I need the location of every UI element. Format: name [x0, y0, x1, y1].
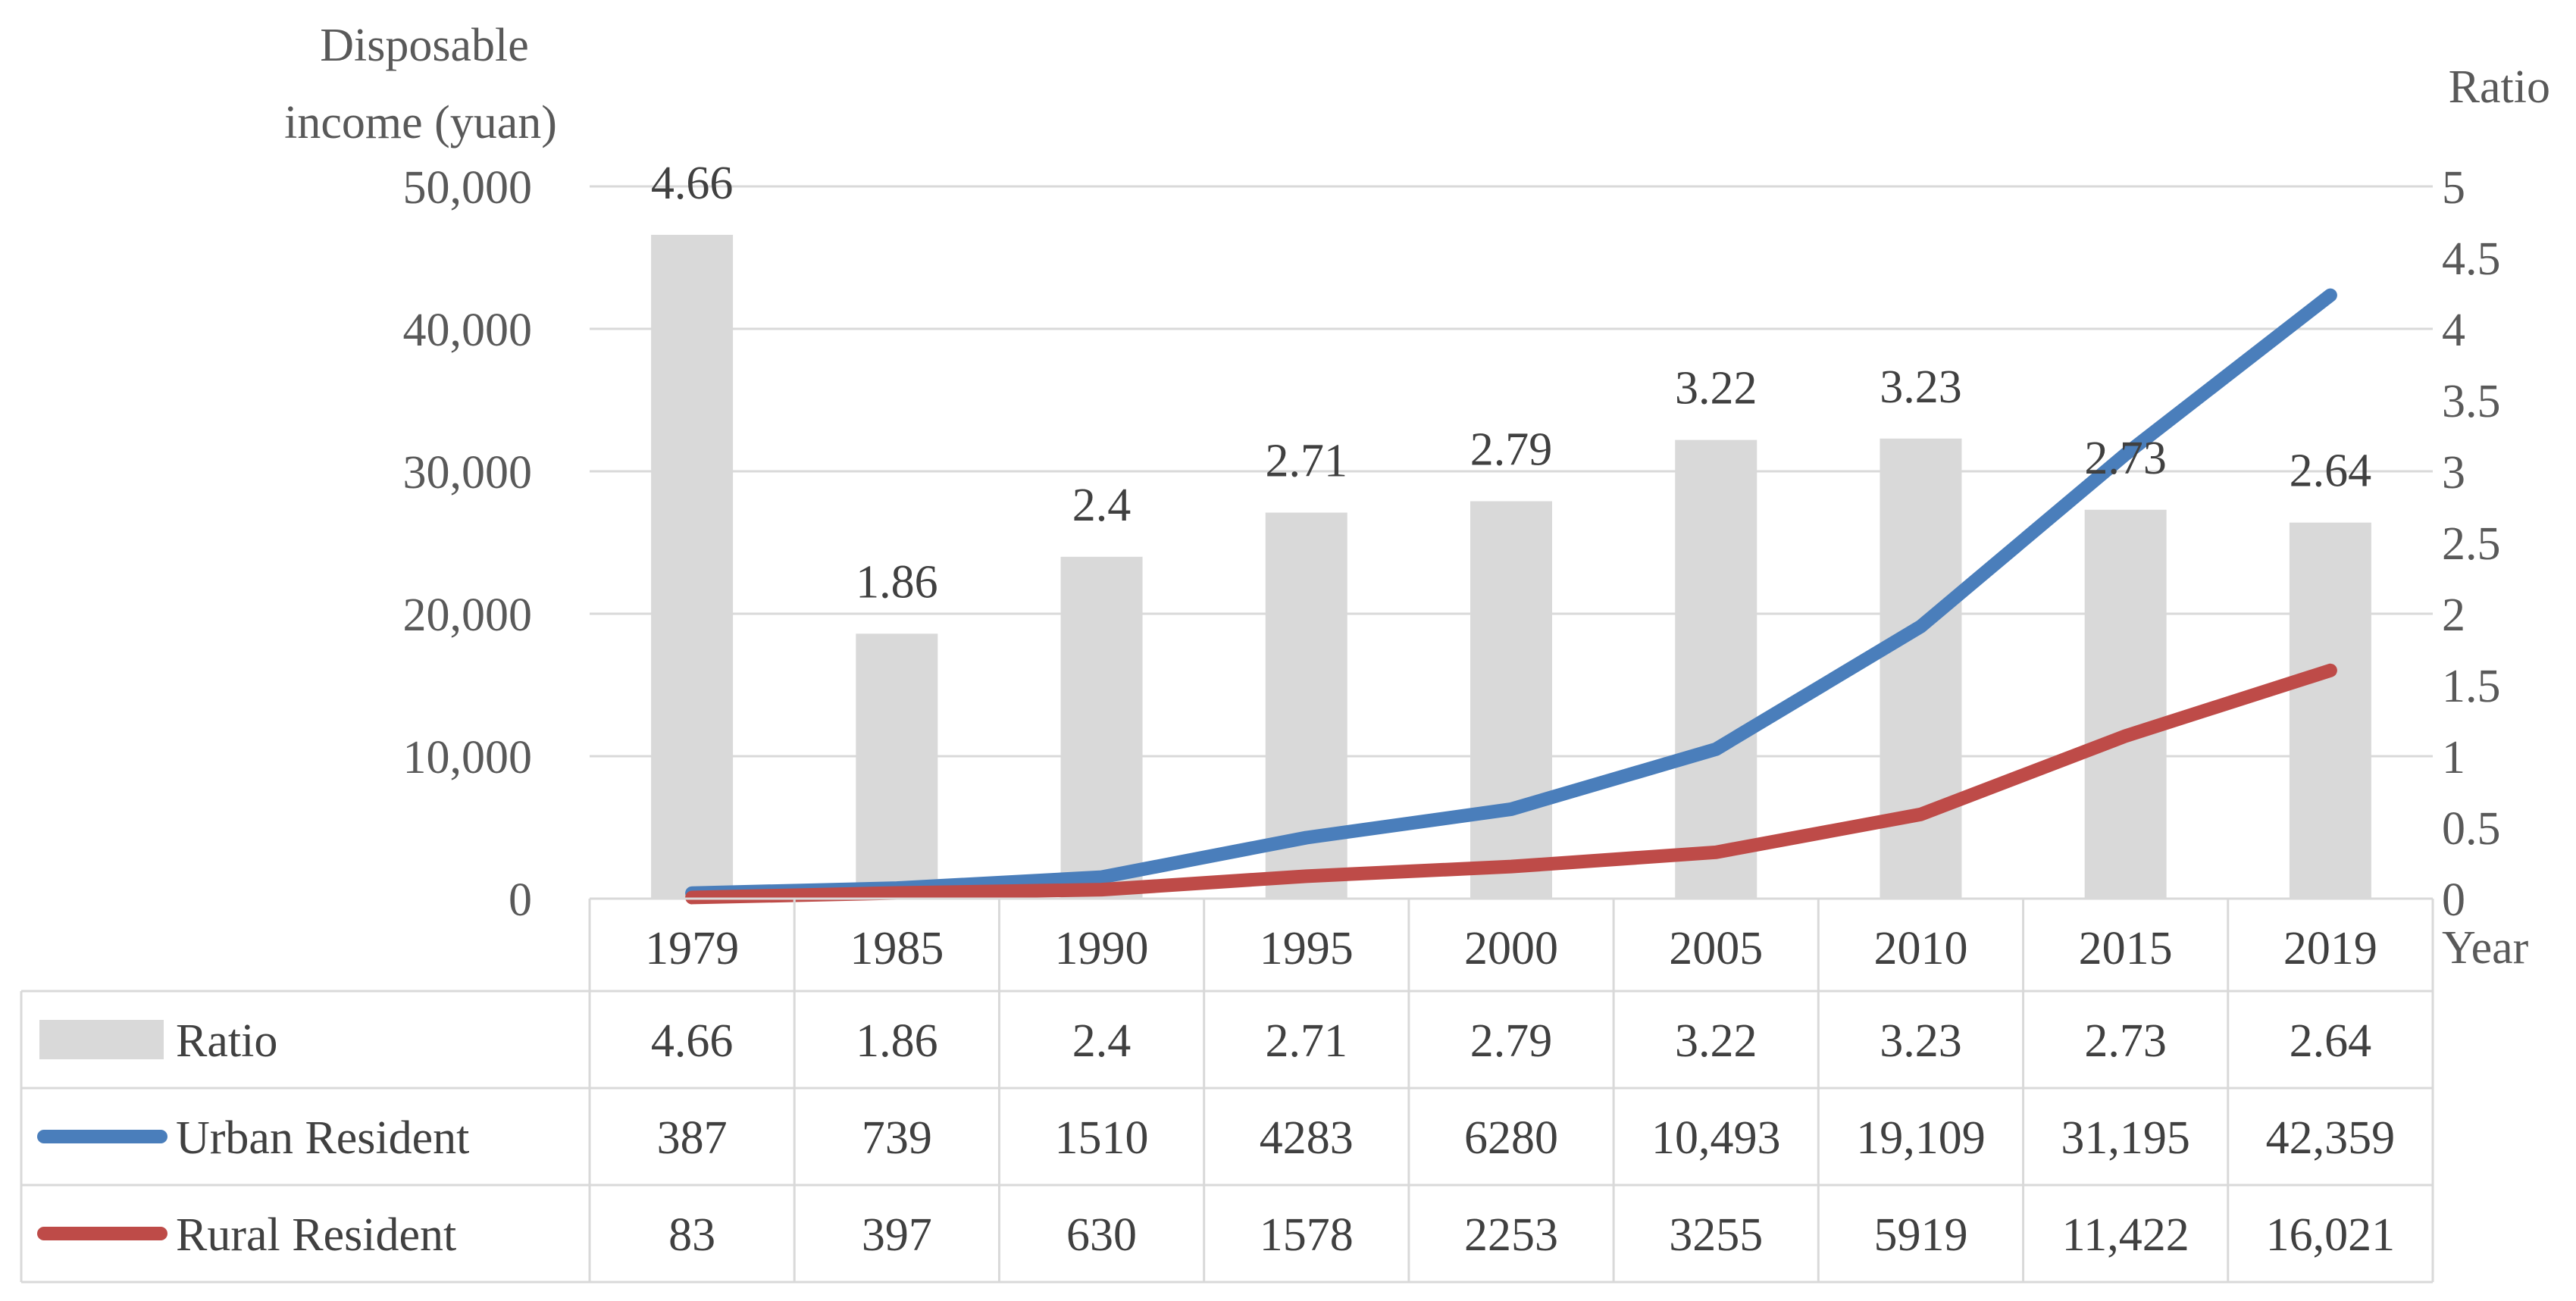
ratio-bars	[651, 234, 2371, 899]
right-tick-label: 3	[2442, 447, 2465, 499]
table-cell: 397	[862, 1209, 932, 1261]
x-tick-label: 2000	[1464, 923, 1558, 974]
right-axis-ticks: 0 0.5 1 1.5 2 2.5 3 3.5 4 4.5 5	[2442, 162, 2501, 926]
left-tick-label: 40,000	[403, 305, 533, 356]
ratio-bar-label: 1.86	[856, 556, 938, 608]
x-tick-label: 1990	[1055, 923, 1149, 974]
right-tick-label: 1	[2442, 732, 2465, 783]
left-tick-label: 30,000	[403, 447, 533, 499]
left-tick-label: 10,000	[403, 732, 533, 783]
ratio-bar-label: 2.73	[2084, 433, 2167, 484]
table-cell: 1.86	[856, 1015, 938, 1067]
table-cell: 2.79	[1470, 1015, 1553, 1067]
right-axis-title: Ratio	[2449, 61, 2550, 113]
table-cell: 630	[1066, 1209, 1137, 1261]
table-cell: 1510	[1055, 1112, 1149, 1164]
table-cell: 1578	[1260, 1209, 1354, 1261]
rural-resident-line	[685, 663, 2337, 905]
x-tick-label: 2015	[2079, 923, 2173, 974]
x-tick-label: 1995	[1260, 923, 1354, 974]
right-tick-label: 2.5	[2442, 518, 2501, 570]
table-cell: 2253	[1464, 1209, 1558, 1261]
table-cell: 4.66	[651, 1015, 734, 1067]
right-tick-label: 4	[2442, 305, 2465, 356]
table-cell: 3255	[1669, 1209, 1763, 1261]
x-tick-label: 2019	[2283, 923, 2377, 974]
right-tick-label: 5	[2442, 162, 2465, 214]
right-tick-label: 2	[2442, 590, 2465, 641]
x-tick-label: 2005	[1669, 923, 1763, 974]
ratio-bar	[1880, 438, 1962, 899]
ratio-bar	[856, 633, 938, 899]
legend-key-ratio	[39, 1020, 164, 1059]
table-cell: 387	[657, 1112, 728, 1164]
table-cell: 2.4	[1072, 1015, 1131, 1067]
table-cell: 2.71	[1266, 1015, 1348, 1067]
ratio-bar	[1675, 439, 1758, 899]
right-axis: Ratio 0 0.5 1 1.5 2 2.5 3 3.5 4 4.5 5	[2442, 61, 2550, 926]
x-axis-title: Year	[2442, 922, 2529, 974]
left-tick-label: 20,000	[403, 590, 533, 641]
x-tick-label: 1985	[850, 923, 944, 974]
table-cell: 2.73	[2084, 1015, 2167, 1067]
ratio-bar-label: 3.23	[1880, 361, 1962, 413]
right-tick-label: 1.5	[2442, 661, 2501, 712]
ratio-bar	[2084, 509, 2167, 899]
table-cell: 83	[668, 1209, 715, 1261]
left-axis-ticks: 0 10,000 20,000 30,000 40,000 50,000	[403, 162, 533, 926]
table-cell: 19,109	[1856, 1112, 1986, 1164]
ratio-bar	[1060, 556, 1143, 899]
x-tick-label: 1979	[645, 923, 739, 974]
table-cell: 739	[862, 1112, 932, 1164]
table-cell: 31,195	[2061, 1112, 2190, 1164]
left-axis: Disposable income (yuan) 0 10,000 20,000 30…	[284, 20, 557, 926]
right-tick-label: 0	[2442, 874, 2465, 926]
urban-resident-line	[685, 288, 2337, 900]
ratio-bar-label: 2.64	[2290, 446, 2372, 497]
x-tick-label: 2010	[1873, 923, 1967, 974]
right-tick-label: 0.5	[2442, 803, 2501, 855]
bar-data-labels: 4.66 1.86 2.4 2.71 2.79 3.22 3.23 2.73 2.64	[651, 158, 2371, 608]
table-cell: 4283	[1260, 1112, 1354, 1164]
right-tick-label: 4.5	[2442, 233, 2501, 285]
ratio-bar-label: 4.66	[651, 158, 734, 209]
legend-label: Urban Resident	[176, 1112, 469, 1164]
income-lines	[685, 288, 2337, 905]
ratio-bar	[1470, 501, 1552, 899]
table-cell: 42,359	[2266, 1112, 2396, 1164]
table-cell: 3.23	[1880, 1015, 1962, 1067]
ratio-bar-label: 2.71	[1266, 436, 1348, 487]
data-table: 1979 1985 1990 1995 2000 2005 2010 2015 2019 Rati…	[20, 897, 2434, 1284]
ratio-bar	[651, 234, 734, 899]
left-tick-label: 50,000	[403, 162, 533, 214]
table-cell: 2.64	[2290, 1015, 2372, 1067]
left-axis-title-line1: Disposable	[320, 20, 529, 71]
ratio-bar-label: 2.79	[1470, 424, 1553, 475]
legend-label: Ratio	[176, 1015, 277, 1067]
table-cell: 16,021	[2266, 1209, 2396, 1261]
table-cell: 11,422	[2062, 1209, 2189, 1261]
left-axis-title-line2: income (yuan)	[284, 97, 557, 149]
table-cell: 5919	[1873, 1209, 1967, 1261]
right-tick-label: 3.5	[2442, 376, 2501, 427]
ratio-bar	[2289, 522, 2371, 899]
table-cell: 6280	[1464, 1112, 1558, 1164]
left-tick-label: 0	[509, 874, 532, 926]
ratio-bar-label: 2.4	[1072, 480, 1131, 531]
table-cell: 3.22	[1675, 1015, 1758, 1067]
legend-label: Rural Resident	[176, 1209, 456, 1261]
ratio-bar-label: 3.22	[1675, 363, 1758, 414]
table-cell: 10,493	[1651, 1112, 1781, 1164]
